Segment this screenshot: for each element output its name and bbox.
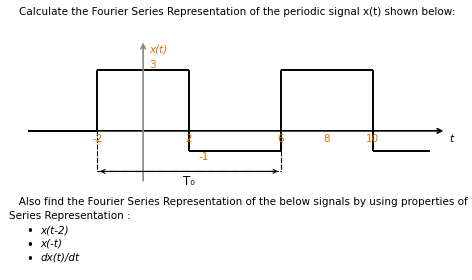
Text: x(t-2): x(t-2)	[40, 225, 69, 235]
Text: dx(t)/dt: dx(t)/dt	[40, 253, 79, 263]
Text: •: •	[26, 253, 33, 265]
Text: Also find the Fourier Series Representation of the below signals by using proper: Also find the Fourier Series Representat…	[9, 197, 472, 207]
Text: 3: 3	[149, 60, 155, 70]
Text: •: •	[26, 239, 33, 251]
Text: -2: -2	[92, 134, 102, 144]
Text: 10: 10	[366, 134, 379, 144]
Text: T₀: T₀	[183, 176, 195, 188]
Text: Calculate the Fourier Series Representation of the periodic signal x(t) shown be: Calculate the Fourier Series Representat…	[19, 7, 455, 17]
Text: 8: 8	[323, 134, 330, 144]
Text: -1: -1	[198, 152, 209, 162]
Text: 2: 2	[186, 134, 193, 144]
Text: x(-t): x(-t)	[40, 239, 62, 249]
Text: Series Representation :: Series Representation :	[9, 211, 131, 221]
Text: 6: 6	[278, 134, 284, 144]
Text: •: •	[26, 225, 33, 238]
Text: t: t	[450, 134, 454, 144]
Text: x(t): x(t)	[149, 45, 167, 55]
